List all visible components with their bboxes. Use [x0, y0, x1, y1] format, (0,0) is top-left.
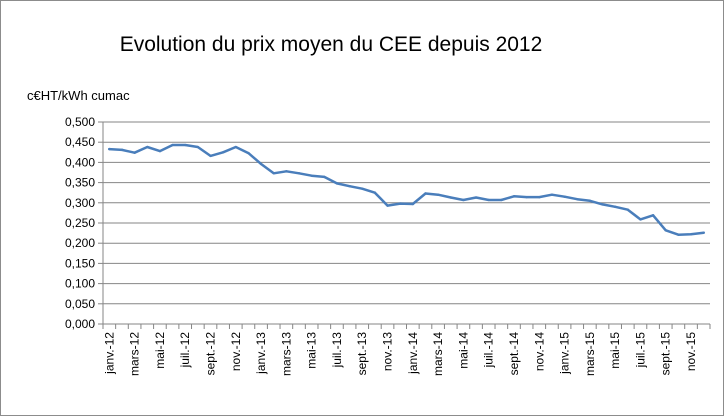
data-point: [247, 151, 250, 155]
x-tick-label: juil.-14: [482, 332, 496, 369]
x-tick-label: janv.-12: [102, 332, 116, 375]
x-tick-label: nov.-12: [229, 332, 243, 371]
data-point: [639, 218, 642, 221]
x-tick-label: mai-12: [153, 332, 167, 369]
data-point: [550, 193, 554, 196]
x-tick-label: janv.-13: [254, 332, 268, 375]
x-tick-label: mai-15: [608, 332, 622, 369]
data-point: [677, 233, 680, 236]
x-tick-label: janv.-15: [558, 332, 572, 375]
data-point: [664, 229, 667, 232]
data-point: [259, 162, 263, 166]
x-tick-label: juil.-13: [330, 332, 344, 369]
data-point: [108, 147, 111, 151]
data-point: [538, 195, 541, 199]
x-tick-label: nov.-13: [381, 332, 395, 371]
data-point: [348, 185, 351, 188]
x-tick-label: mars-12: [128, 332, 142, 376]
data-point: [626, 208, 630, 211]
y-tick-label: 0,250: [65, 216, 95, 230]
x-tick-label: mars-15: [583, 332, 597, 376]
data-point: [323, 175, 326, 179]
data-point: [335, 182, 339, 185]
data-point: [462, 198, 465, 202]
data-point: [436, 193, 440, 196]
y-tick-labels: 0,000 0,050 0,100 0,150 0,200 0,250 0,300 0,350…: [65, 115, 95, 331]
data-point: [221, 151, 225, 154]
data-point: [651, 214, 655, 217]
x-tick-label: juil.-15: [633, 332, 647, 369]
x-tick-label: juil.-12: [178, 332, 192, 369]
data-point: [310, 174, 313, 177]
y-tick-label: 0,050: [65, 297, 95, 311]
data-point: [702, 231, 705, 234]
data-point: [500, 198, 503, 202]
data-point: [234, 145, 237, 149]
data-point: [487, 198, 490, 202]
data-point: [272, 172, 275, 175]
x-tick-label: mai-14: [456, 332, 470, 369]
x-tick-label: nov.-15: [684, 332, 698, 371]
data-point: [689, 233, 693, 236]
y-tick-label: 0,450: [65, 135, 95, 149]
series-line-path: [108, 143, 705, 236]
data-point: [576, 197, 579, 201]
chart-title: Evolution du prix moyen du CEE depuis 20…: [119, 33, 543, 56]
x-tick-label: sept.-14: [507, 332, 521, 376]
data-point: [361, 187, 364, 190]
data-point: [146, 145, 149, 149]
y-axis-label: c€HT/kWh cumac: [27, 88, 130, 103]
x-tick-label: sept.-12: [203, 332, 217, 376]
data-point: [601, 203, 604, 206]
data-point: [373, 191, 377, 194]
y-tick-label: 0,100: [65, 277, 95, 291]
data-point: [120, 148, 124, 152]
data-point: [209, 154, 212, 158]
data-point: [424, 192, 427, 195]
x-tick-label: sept.-15: [659, 332, 673, 376]
y-tick-label: 0,200: [65, 236, 95, 250]
y-tick-label: 0,300: [65, 196, 95, 210]
data-point: [297, 172, 301, 175]
data-point: [474, 196, 478, 199]
series-line: [108, 143, 705, 236]
data-point: [613, 205, 617, 209]
data-point: [285, 170, 288, 173]
x-tick-label: nov.-14: [532, 332, 546, 371]
data-point: [525, 195, 528, 199]
axes: [98, 121, 711, 329]
y-tick-label: 0,400: [65, 155, 95, 169]
data-point: [512, 195, 516, 198]
x-tick-label: mars-13: [279, 332, 293, 376]
y-tick-label: 0,000: [65, 317, 95, 331]
y-tick-label: 0,500: [65, 115, 95, 129]
data-point: [133, 151, 136, 154]
data-point: [386, 204, 389, 207]
x-tick-label: janv.-14: [406, 332, 420, 375]
x-tick-label: mai-13: [305, 332, 319, 369]
data-point: [398, 202, 402, 205]
data-point: [449, 196, 452, 199]
x-tick-label: mars-14: [431, 332, 445, 376]
gridlines: [103, 121, 710, 305]
data-point: [183, 143, 187, 147]
y-tick-label: 0,150: [65, 256, 95, 270]
y-tick-label: 0,350: [65, 176, 95, 190]
data-point: [171, 143, 174, 147]
data-point: [563, 195, 566, 198]
data-point: [196, 145, 200, 149]
x-tick-label: sept.-13: [355, 332, 369, 376]
data-point: [158, 149, 162, 153]
data-point: [588, 199, 592, 202]
x-tick-labels: janv.-12 mars-12 mai-12 juil.-12 sept.-12 nov…: [102, 332, 698, 376]
data-point: [411, 202, 415, 206]
